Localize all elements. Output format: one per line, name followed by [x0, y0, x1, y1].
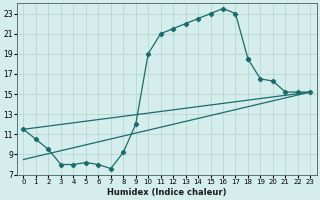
X-axis label: Humidex (Indice chaleur): Humidex (Indice chaleur) — [107, 188, 227, 197]
